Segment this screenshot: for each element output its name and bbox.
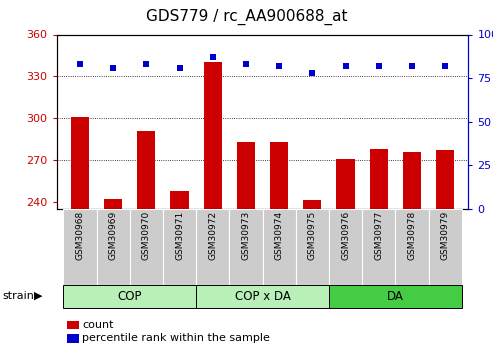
Bar [303, 200, 321, 209]
Point [309, 70, 317, 76]
Text: GSM30978: GSM30978 [407, 211, 417, 260]
Bar [336, 159, 354, 209]
Point [342, 63, 350, 69]
Bar [104, 199, 122, 209]
Text: GSM30973: GSM30973 [242, 211, 250, 260]
Text: DA: DA [387, 290, 404, 303]
Point [76, 61, 84, 67]
Bar [436, 150, 454, 209]
Point [242, 61, 250, 67]
Bar [403, 151, 421, 209]
Point [109, 65, 117, 70]
Bar [362, 209, 395, 285]
Text: GSM30970: GSM30970 [142, 211, 151, 260]
Bar [229, 209, 263, 285]
Bar [370, 149, 388, 209]
Point [176, 65, 183, 70]
Bar [163, 209, 196, 285]
Point [275, 63, 283, 69]
Bar [196, 209, 229, 285]
Bar [171, 190, 189, 209]
Text: GSM30975: GSM30975 [308, 211, 317, 260]
Text: ▶: ▶ [34, 291, 42, 300]
Bar [329, 285, 462, 307]
Bar [296, 209, 329, 285]
Bar [137, 131, 155, 209]
Bar [97, 209, 130, 285]
Bar [428, 209, 462, 285]
Text: COP: COP [117, 290, 142, 303]
Bar [130, 209, 163, 285]
Text: strain: strain [2, 291, 35, 300]
Text: GSM30976: GSM30976 [341, 211, 350, 260]
Bar [63, 285, 196, 307]
Text: GSM30977: GSM30977 [374, 211, 383, 260]
Text: GSM30972: GSM30972 [208, 211, 217, 260]
Text: GSM30971: GSM30971 [175, 211, 184, 260]
Point [408, 63, 416, 69]
Text: GSM30969: GSM30969 [108, 211, 118, 260]
Text: COP x DA: COP x DA [235, 290, 290, 303]
Text: GDS779 / rc_AA900688_at: GDS779 / rc_AA900688_at [146, 9, 347, 25]
Point [142, 61, 150, 67]
Text: percentile rank within the sample: percentile rank within the sample [82, 333, 270, 343]
Text: count: count [82, 320, 114, 330]
Text: GSM30974: GSM30974 [275, 211, 283, 260]
Bar [263, 209, 296, 285]
Bar [204, 62, 222, 209]
Bar [395, 209, 428, 285]
Text: GSM30979: GSM30979 [441, 211, 450, 260]
Text: GSM30968: GSM30968 [75, 211, 84, 260]
Bar [196, 285, 329, 307]
Point [209, 55, 216, 60]
Bar [71, 117, 89, 209]
Point [441, 63, 449, 69]
Point [375, 63, 383, 69]
Bar [63, 209, 97, 285]
Bar [270, 142, 288, 209]
Bar [237, 142, 255, 209]
Bar [329, 209, 362, 285]
